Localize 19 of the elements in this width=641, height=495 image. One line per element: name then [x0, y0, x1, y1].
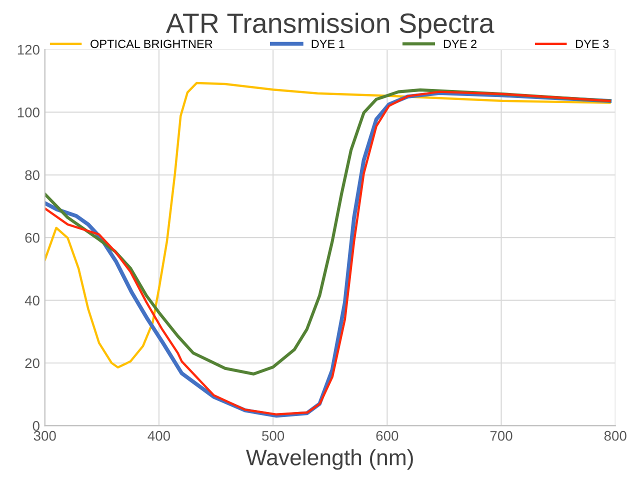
- y-tick-label: 40: [24, 296, 40, 306]
- y-tick-label: 20: [25, 358, 40, 368]
- legend-label: DYE 1: [312, 40, 344, 48]
- x-tick-label: 700: [490, 430, 512, 441]
- x-tick-label: 800: [604, 430, 626, 441]
- y-tick-label: 120: [18, 44, 40, 55]
- chart-title: ATR Transmission Spectra: [166, 12, 494, 39]
- x-tick-label: 400: [148, 430, 170, 441]
- legend-label: DYE 3: [576, 40, 609, 48]
- x-tick-label: 600: [376, 430, 398, 441]
- y-tick-label: 0: [32, 421, 40, 431]
- x-tick-label: 500: [262, 430, 284, 441]
- y-tick-label: 80: [25, 170, 40, 180]
- x-axis-title: Wavelength (nm): [246, 449, 413, 470]
- y-tick-label: 100: [18, 108, 40, 118]
- y-tick-label: 60: [25, 232, 40, 243]
- legend-label: OPTICAL BRIGHTNER: [90, 40, 212, 48]
- legend-label: DYE 2: [444, 40, 476, 48]
- x-tick-label: 300: [34, 430, 56, 441]
